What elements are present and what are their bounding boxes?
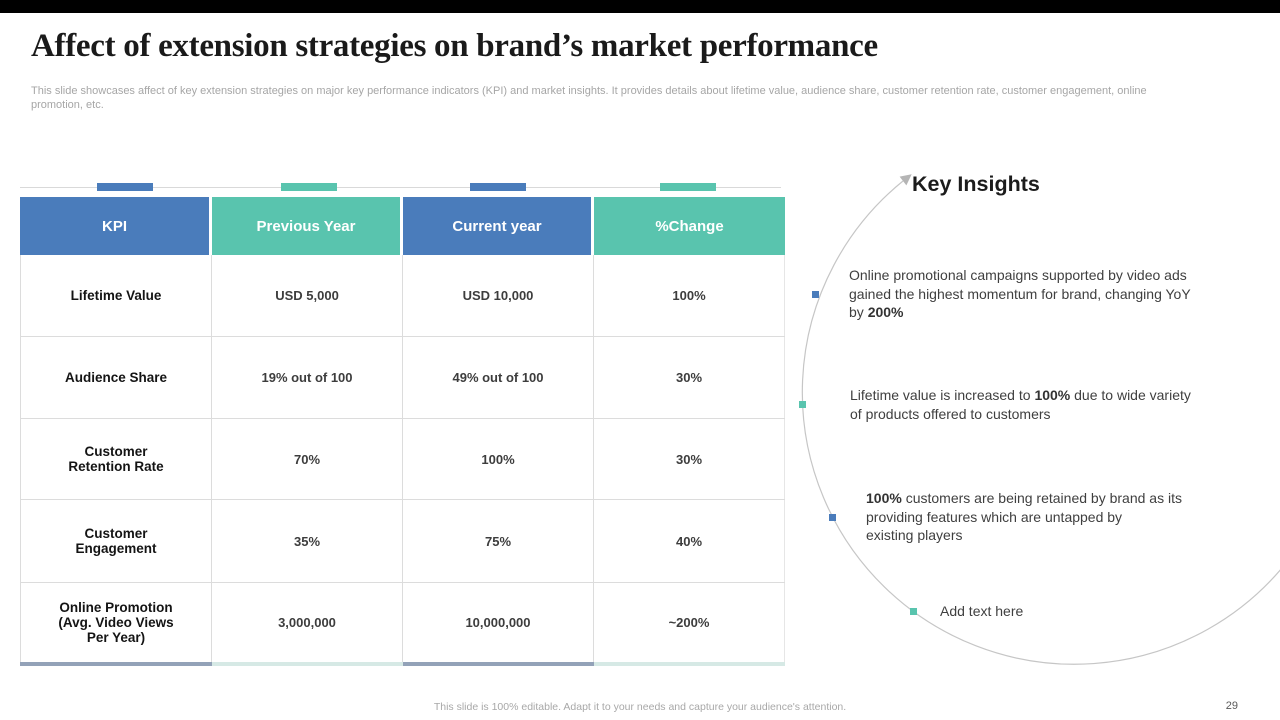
insight-text: due to wide variety of products offered … [850,387,1191,422]
cell-change: 40% [594,500,785,582]
key-insights-title: Key Insights [912,172,1040,196]
insight-item: Online promotional campaigns supported b… [849,266,1191,322]
insight-item: Add text here [940,602,1023,621]
cell-current-year: 75% [403,500,594,582]
cell-current-year: 49% out of 100 [403,337,594,418]
bullet-square-icon [910,608,917,615]
cell-change: 100% [594,255,785,336]
cell-current-year: USD 10,000 [403,255,594,336]
column-header-kpi: KPI [20,197,212,255]
cell-kpi: Lifetime Value [20,255,212,336]
table-row: Customer Retention Rate 70% 100% 30% [20,419,785,500]
column-tab-kpi [97,183,153,191]
accent-segment [594,662,785,666]
insight-item: 100% customers are being retained by bra… [866,489,1182,545]
accent-segment [20,662,212,666]
cell-change: 30% [594,419,785,499]
table-row: Audience Share 19% out of 100 49% out of… [20,337,785,419]
cell-current-year: 100% [403,419,594,499]
column-header-change: %Change [594,197,785,255]
cell-current-year: 10,000,000 [403,583,594,662]
cell-previous-year: 35% [212,500,403,582]
bullet-square-icon [829,514,836,521]
column-tab-previous-year [281,183,337,191]
cell-previous-year: 70% [212,419,403,499]
table-row: Lifetime Value USD 5,000 USD 10,000 100% [20,255,785,337]
insight-text-bold: 100% [1034,387,1071,403]
column-tab-current-year [470,183,526,191]
cell-kpi: Customer Retention Rate [20,419,212,499]
table-bottom-accent [20,662,785,666]
table-row: Online Promotion (Avg. Video Views Per Y… [20,583,785,662]
page-title: Affect of extension strategies on brand’… [31,28,878,64]
cell-change: ~200% [594,583,785,662]
column-tab-change [660,183,716,191]
kpi-table-header: KPI Previous Year Current year %Change [20,197,785,255]
bullet-square-icon [812,291,819,298]
cell-previous-year: USD 5,000 [212,255,403,336]
cell-kpi: Customer Engagement [20,500,212,582]
insight-text: customers are being retained by brand as… [866,490,1182,544]
slide-footer-note: This slide is 100% editable. Adapt it to… [433,701,847,713]
cell-kpi: Audience Share [20,337,212,418]
cell-previous-year: 19% out of 100 [212,337,403,418]
accent-segment [403,662,594,666]
cell-kpi: Online Promotion (Avg. Video Views Per Y… [20,583,212,662]
insight-text-bold: 100% [866,490,902,506]
page-number: 29 [1225,700,1238,712]
insight-text-bold: 200% [867,304,904,321]
table-top-line [20,187,781,188]
kpi-table-body: Lifetime Value USD 5,000 USD 10,000 100%… [20,255,785,662]
slide-subtitle: This slide showcases affect of key exten… [31,85,1147,111]
insight-text: Lifetime value is increased to [850,387,1035,403]
column-header-current-year: Current year [403,197,594,255]
cell-change: 30% [594,337,785,418]
cell-previous-year: 3,000,000 [212,583,403,662]
bullet-square-icon [799,401,806,408]
accent-segment [212,662,403,666]
top-accent-bar [0,0,1280,13]
insight-item: Lifetime value is increased to 100% due … [850,386,1191,423]
insight-text: Online promotional campaigns supported b… [849,267,1191,321]
column-header-previous-year: Previous Year [212,197,403,255]
table-row: Customer Engagement 35% 75% 40% [20,500,785,583]
insight-text: Add text here [940,603,1024,619]
